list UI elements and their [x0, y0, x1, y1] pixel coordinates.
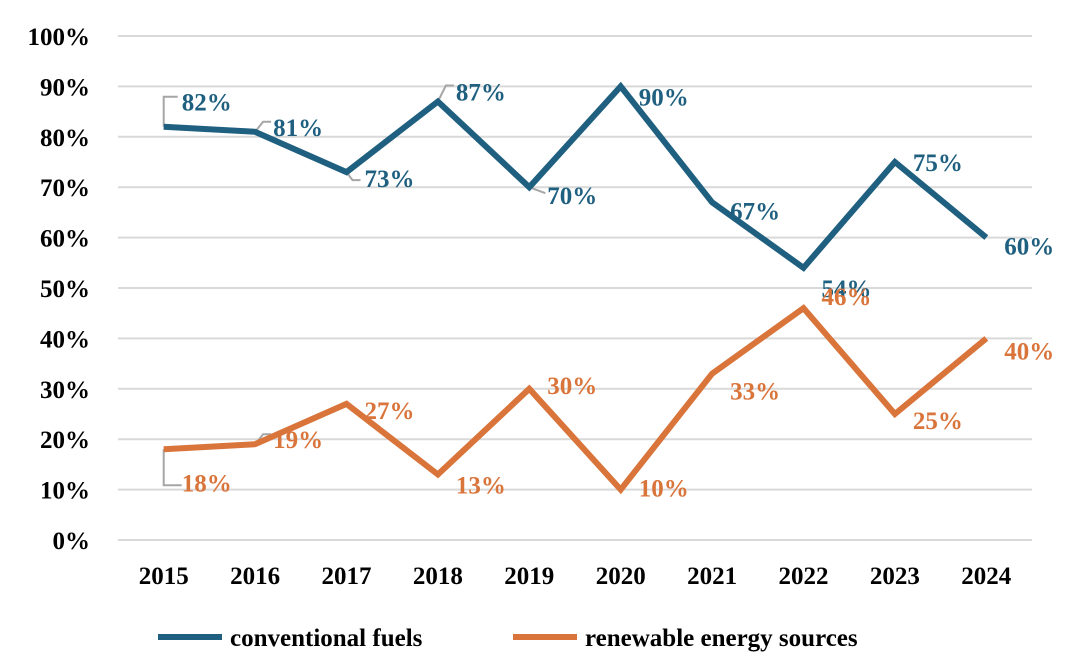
y-tick-label: 60%: [40, 226, 90, 253]
x-tick-label: 2017: [322, 563, 372, 590]
data-label: 46%: [822, 284, 872, 311]
label-leader-lines: [162, 84, 546, 487]
y-axis-tick-labels: 0% 10% 20% 30% 40% 50% 60% 70% 80% 90% 100%: [28, 24, 91, 555]
label-leader-line: [162, 449, 182, 487]
x-axis-tick-labels: 2015 2016 2017 2018 2019 2020 2021 2022 2023 2024: [139, 563, 1012, 590]
x-tick-label: 2022: [779, 563, 829, 590]
label-leader-line: [254, 120, 272, 133]
data-label: 25%: [913, 408, 963, 435]
data-label: 70%: [547, 183, 597, 210]
y-tick-label: 30%: [40, 377, 90, 404]
data-label: 90%: [639, 84, 689, 111]
data-label: 27%: [365, 398, 415, 425]
legend-label-renewable-energy-sources: renewable energy sources: [585, 625, 858, 652]
data-label: 19%: [273, 427, 323, 454]
x-tick-label: 2016: [230, 563, 280, 590]
data-label: 81%: [273, 115, 323, 142]
data-label: 40%: [1004, 338, 1054, 365]
x-tick-label: 2019: [504, 563, 554, 590]
data-label: 87%: [456, 80, 506, 107]
data-label: 10%: [639, 476, 689, 503]
y-tick-label: 40%: [40, 326, 90, 353]
y-tick-label: 70%: [40, 175, 90, 202]
x-tick-label: 2020: [596, 563, 646, 590]
y-tick-label: 90%: [40, 74, 90, 101]
data-label: 13%: [456, 472, 506, 499]
series-line: [163, 81, 989, 272]
gridlines: [118, 35, 1032, 541]
data-label: 67%: [730, 198, 780, 225]
x-tick-label: 2015: [139, 563, 189, 590]
legend: conventional fuels renewable energy sour…: [158, 625, 858, 652]
data-label: 60%: [1004, 234, 1054, 261]
label-leader-line: [162, 95, 178, 127]
label-leader-line: [345, 171, 361, 182]
data-label: 30%: [547, 373, 597, 400]
series-line: [163, 304, 989, 495]
label-leader-line: [437, 84, 454, 102]
x-tick-label: 2024: [961, 563, 1012, 590]
y-tick-label: 0%: [53, 528, 91, 555]
data-label: 82%: [182, 90, 232, 117]
data-label: 18%: [182, 470, 232, 497]
x-tick-label: 2018: [413, 563, 463, 590]
x-tick-label: 2021: [687, 563, 737, 590]
series-lines: [163, 81, 989, 495]
legend-label-conventional-fuels: conventional fuels: [230, 625, 423, 652]
y-tick-label: 50%: [40, 276, 90, 303]
y-tick-label: 20%: [40, 427, 90, 454]
y-tick-label: 100%: [28, 24, 91, 51]
x-tick-label: 2023: [870, 563, 920, 590]
data-label: 73%: [365, 166, 415, 193]
y-tick-label: 10%: [40, 478, 90, 505]
data-labels: 82% 81% 73% 87% 70% 90% 67% 54% 75% 60% 18% 19% 27% 1…: [182, 80, 1055, 503]
data-label: 54%: [822, 276, 872, 303]
data-label: 33%: [730, 379, 780, 406]
data-label: 75%: [913, 150, 963, 177]
y-tick-label: 80%: [40, 125, 90, 152]
